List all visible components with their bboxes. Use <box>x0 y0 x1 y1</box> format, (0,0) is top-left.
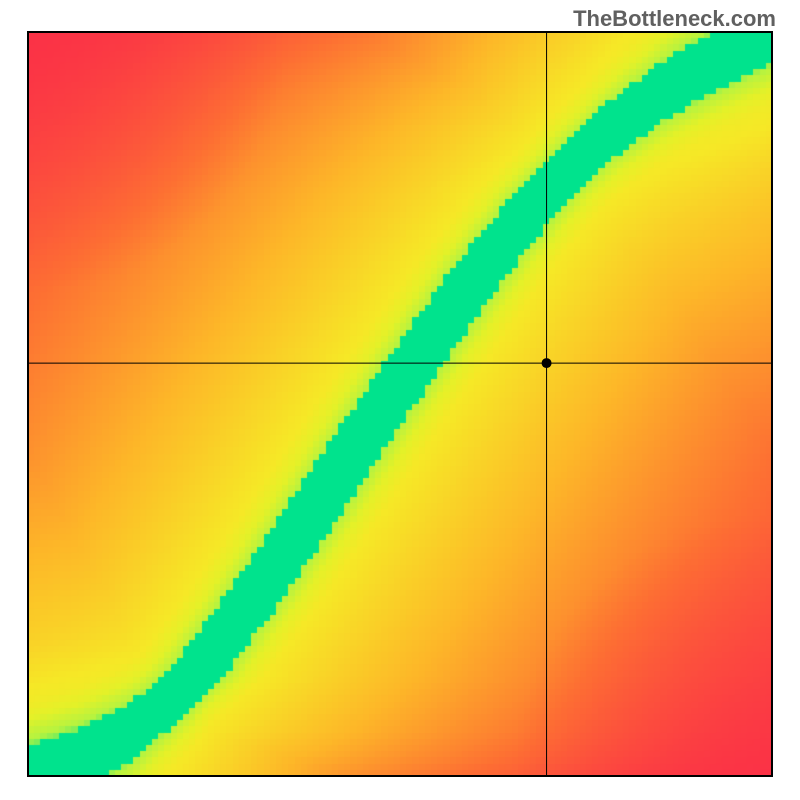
watermark-text: TheBottleneck.com <box>573 6 776 32</box>
bottleneck-chart: TheBottleneck.com <box>0 0 800 800</box>
heatmap-canvas <box>28 32 772 776</box>
